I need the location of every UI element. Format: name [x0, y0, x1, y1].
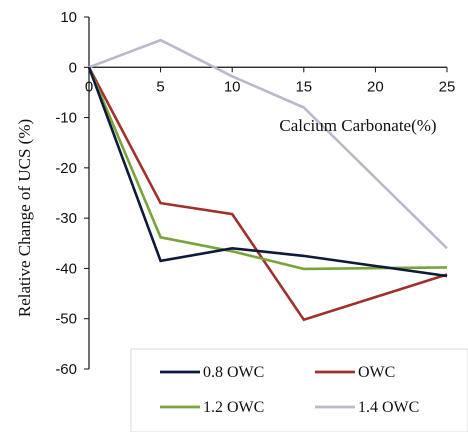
series-line-1-2-owc: [87, 66, 448, 271]
y-axis: 10 0 -10 -20 -30 -40 -50 -60: [55, 9, 90, 378]
legend-label-1-2-owc: 1.2 OWC: [203, 399, 264, 416]
x-tick-label: 5: [156, 78, 164, 95]
y-axis-title: Relative Change of UCS (%): [15, 119, 34, 317]
x-tick-label: 10: [224, 78, 241, 95]
x-axis: 0 5 10 15 20 25: [85, 66, 456, 95]
y-tick-label: -60: [55, 361, 77, 378]
y-tick-label: -30: [55, 210, 77, 227]
series-line-owc: [87, 66, 448, 322]
x-axis-title: Calcium Carbonate(%): [279, 116, 436, 135]
y-tick-label: 0: [69, 59, 77, 76]
y-tick-label: -10: [55, 110, 77, 127]
series-line-1-4-owc: [88, 38, 448, 250]
series-line-0-8-owc: [87, 66, 448, 278]
x-tick-label: 0: [85, 78, 93, 95]
y-tick-label: -40: [55, 260, 77, 277]
x-tick-label: 20: [367, 78, 384, 95]
x-tick-label: 15: [295, 78, 312, 95]
y-tick-label: -20: [55, 160, 77, 177]
y-tick-label: -50: [55, 311, 77, 328]
legend-label-1-4-owc: 1.4 OWC: [358, 399, 419, 416]
legend: 0.8 OWC OWC 1.2 OWC 1.4 OWC: [130, 348, 468, 432]
y-tick-label: 10: [60, 9, 77, 26]
legend-box: [130, 348, 468, 432]
legend-label-owc: OWC: [358, 364, 395, 381]
x-tick-label: 25: [439, 78, 456, 95]
plot-area: [87, 38, 448, 322]
legend-label-0-8-owc: 0.8 OWC: [203, 364, 264, 381]
